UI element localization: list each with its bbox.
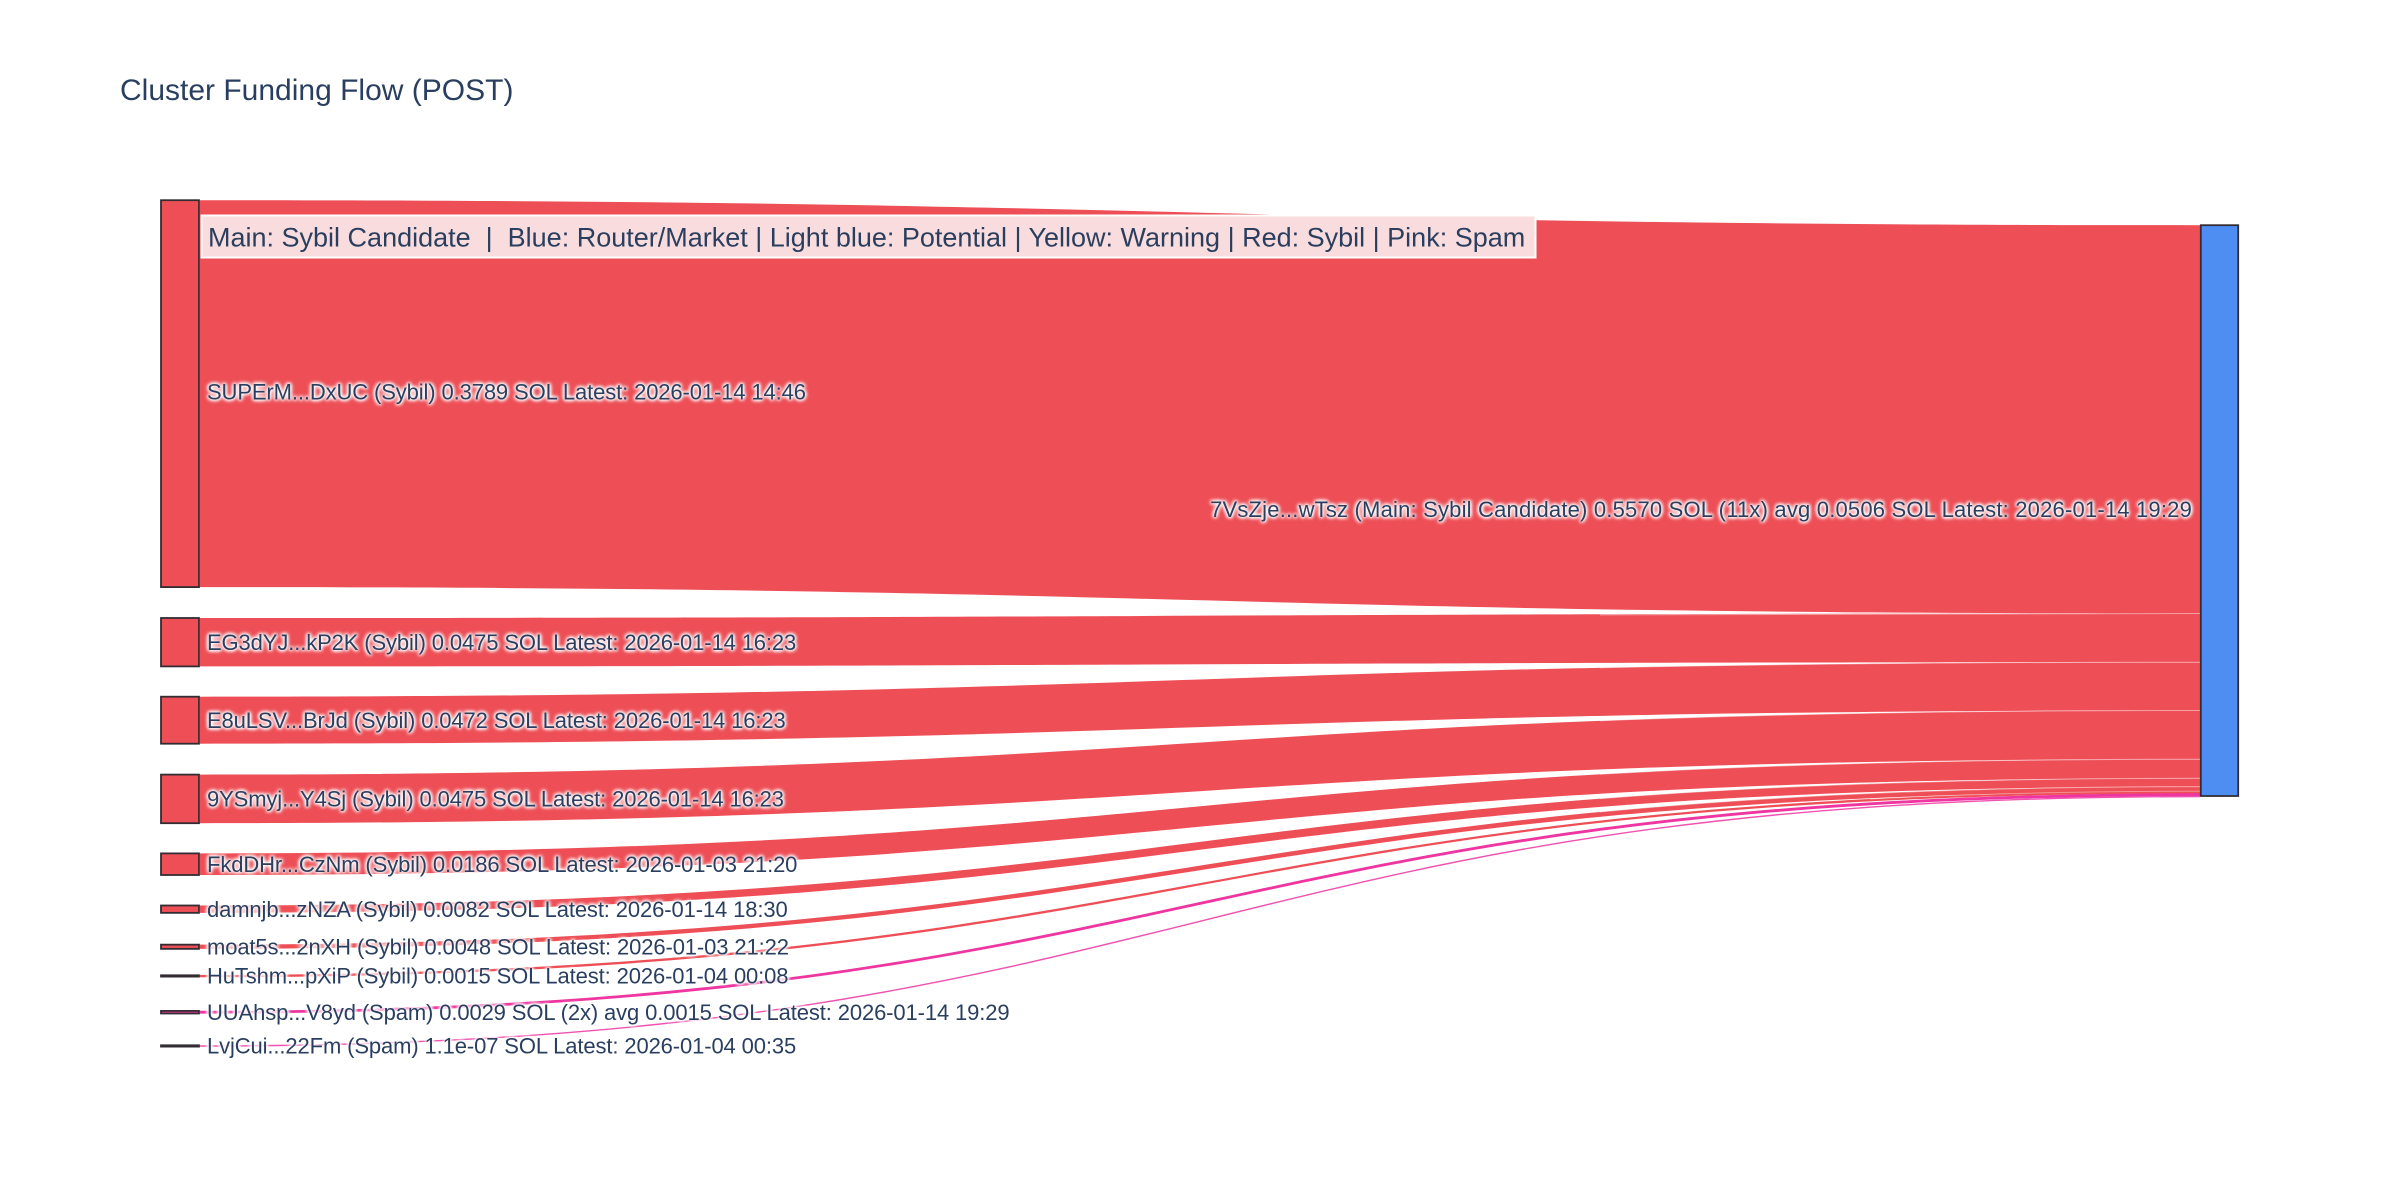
svg-text:SUPErM...DxUC (Sybil) 0.3789 S: SUPErM...DxUC (Sybil) 0.3789 SOL Latest:… xyxy=(207,379,806,404)
svg-text:LvjCui...22Fm (Spam) 1.1e-07 S: LvjCui...22Fm (Spam) 1.1e-07 SOL Latest:… xyxy=(207,1034,796,1059)
svg-text:EG3dYJ...kP2K (Sybil) 0.0475 S: EG3dYJ...kP2K (Sybil) 0.0475 SOL Latest:… xyxy=(207,630,796,655)
svg-text:HuTshm...pXiP (Sybil) 0.0015 S: HuTshm...pXiP (Sybil) 0.0015 SOL Latest:… xyxy=(207,964,788,989)
svg-text:9YSmyj...Y4Sj (Sybil) 0.0475 S: 9YSmyj...Y4Sj (Sybil) 0.0475 SOL Latest:… xyxy=(207,787,784,812)
svg-text:moat5s...2nXH (Sybil) 0.0048 S: moat5s...2nXH (Sybil) 0.0048 SOL Latest:… xyxy=(207,934,789,959)
svg-text:Cluster Funding Flow (POST): Cluster Funding Flow (POST) xyxy=(120,74,513,107)
svg-text:7VsZje...wTsz (Main: Sybil Can: 7VsZje...wTsz (Main: Sybil Candidate) 0.… xyxy=(1210,497,2192,522)
svg-text:E8uLSV...BrJd (Sybil) 0.0472 S: E8uLSV...BrJd (Sybil) 0.0472 SOL Latest:… xyxy=(207,708,786,733)
svg-text:UUAhsp...V8yd (Spam) 0.0029 SO: UUAhsp...V8yd (Spam) 0.0029 SOL (2x) avg… xyxy=(207,1000,1010,1025)
svg-text:FkdDHr...CzNm (Sybil) 0.0186 S: FkdDHr...CzNm (Sybil) 0.0186 SOL Latest:… xyxy=(207,852,797,877)
svg-text:damnjb...zNZA (Sybil) 0.0082 S: damnjb...zNZA (Sybil) 0.0082 SOL Latest:… xyxy=(207,897,788,922)
svg-text:Main: Sybil Candidate | Blue: Main: Sybil Candidate | Blue: Router/Mar… xyxy=(208,223,1525,253)
